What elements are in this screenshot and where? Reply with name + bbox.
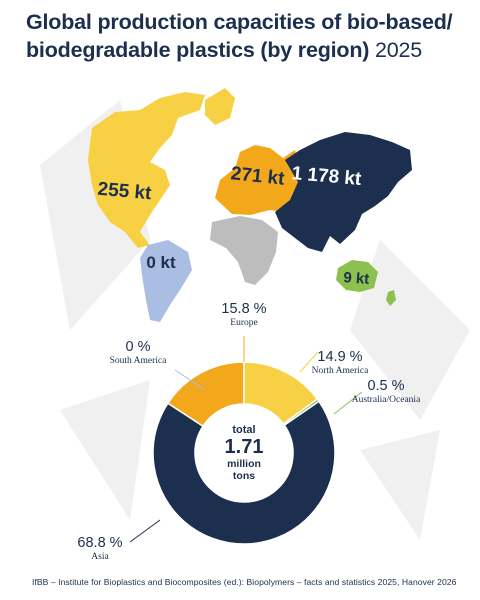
category-label-europe: Europe <box>230 318 257 328</box>
africa-shape <box>210 216 278 285</box>
map-label-north-america: 255 kt <box>97 179 153 205</box>
donut-slice-asia <box>152 400 336 545</box>
value-label-south-america: 0 % <box>126 339 151 355</box>
map-label-south-america: 0 kt <box>146 253 176 272</box>
category-label-south-america: South America <box>110 356 168 366</box>
value-label-north-america: 14.9 % <box>317 349 362 365</box>
category-label-north-america: North America <box>312 366 370 376</box>
center-line1: total <box>232 424 255 436</box>
world-map <box>88 88 412 322</box>
donut-labels: 15.8 %Europe 14.9 %North America 0.5 %Aust… <box>77 301 421 562</box>
leader-line-north-america <box>299 351 319 373</box>
greenland-shape <box>205 88 235 125</box>
center-value: 1.71 <box>225 436 264 458</box>
category-label-asia: Asia <box>91 552 109 562</box>
title-year: 2025 <box>375 38 423 62</box>
title-text: Global production capacities of bio-base… <box>26 10 453 62</box>
north-america-shape <box>88 92 205 248</box>
leader-line-south-america <box>174 369 206 391</box>
new-zealand-shape <box>386 290 396 306</box>
chart-title: Global production capacities of bio-base… <box>26 8 466 64</box>
value-label-asia: 68.8 % <box>77 535 122 551</box>
donut-center: total 1.71 million tons <box>225 424 264 482</box>
category-label-australia-oceania: Australia/Oceania <box>352 395 421 405</box>
value-label-australia-oceania: 0.5 % <box>367 378 404 394</box>
bg-shape <box>60 380 150 520</box>
south-america-shape <box>140 240 192 322</box>
bg-shape <box>350 240 470 420</box>
leader-line-australia-oceania <box>333 391 363 415</box>
leader-line-asia <box>129 519 161 543</box>
center-line4: tons <box>233 470 255 482</box>
bg-shape <box>360 430 440 540</box>
map-labels: 255 kt 0 kt 271 kt 1 178 kt 9 kt <box>97 163 370 288</box>
australia-shape <box>336 260 378 292</box>
value-label-europe: 15.8 % <box>221 301 266 317</box>
map-label-australia-oceania: 9 kt <box>343 269 370 288</box>
source-footer: IfBB – Institute for Bioplastics and Bio… <box>32 577 457 587</box>
europe-shape <box>215 145 300 215</box>
center-line3: million <box>227 458 261 470</box>
asia-shape <box>275 132 412 252</box>
donut-chart <box>152 361 336 545</box>
